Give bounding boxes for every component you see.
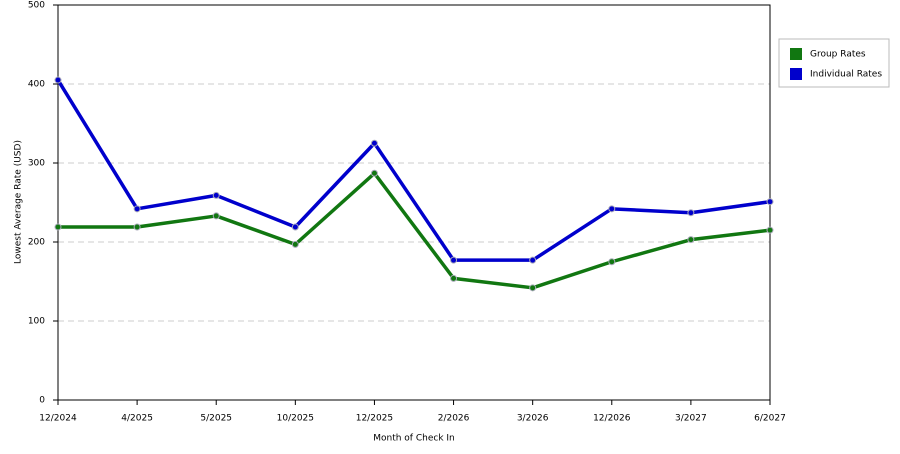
y-tick-label: 100 (28, 317, 45, 327)
legend-swatch (790, 48, 802, 60)
data-point (608, 258, 616, 266)
legend-label: Group Rates (810, 50, 866, 60)
data-point (687, 209, 695, 217)
x-tick-label: 4/2025 (121, 414, 153, 424)
y-tick-label: 200 (28, 238, 45, 248)
data-point (370, 139, 378, 147)
series-line (56, 79, 771, 262)
y-tick-label: 300 (28, 159, 45, 169)
data-point (450, 274, 458, 282)
data-point (291, 223, 299, 231)
data-point (608, 205, 616, 213)
legend-label: Individual Rates (810, 70, 882, 80)
series-line (58, 171, 771, 290)
x-tick-label: 6/2027 (754, 414, 786, 424)
data-point (450, 256, 458, 264)
y-tick-label: 500 (28, 1, 45, 11)
x-axis-title: Month of Check In (373, 434, 455, 444)
x-tick-label: 12/2024 (39, 414, 77, 424)
x-tick-label: 5/2025 (200, 414, 232, 424)
data-point (766, 198, 774, 206)
y-tick-label: 400 (28, 80, 45, 90)
y-axis-title: Lowest Average Rate (USD) (14, 140, 24, 264)
data-point (212, 212, 220, 220)
x-tick-label: 12/2026 (593, 414, 631, 424)
x-tick-label: 3/2027 (675, 414, 707, 424)
x-tick-label: 3/2026 (517, 414, 549, 424)
data-point (766, 226, 774, 234)
x-tick-label: 10/2025 (277, 414, 314, 424)
data-point (212, 191, 220, 199)
data-point (54, 223, 62, 231)
data-point (687, 236, 695, 244)
y-tick-label: 0 (39, 396, 45, 406)
legend-swatch (790, 68, 802, 80)
x-tick-label: 2/2026 (438, 414, 470, 424)
x-tick-label: 12/2025 (356, 414, 393, 424)
data-point (291, 240, 299, 248)
data-point (370, 169, 378, 177)
data-point (54, 76, 62, 84)
data-point (133, 205, 141, 213)
data-point (529, 284, 537, 292)
data-point (133, 223, 141, 231)
data-point (529, 256, 537, 264)
